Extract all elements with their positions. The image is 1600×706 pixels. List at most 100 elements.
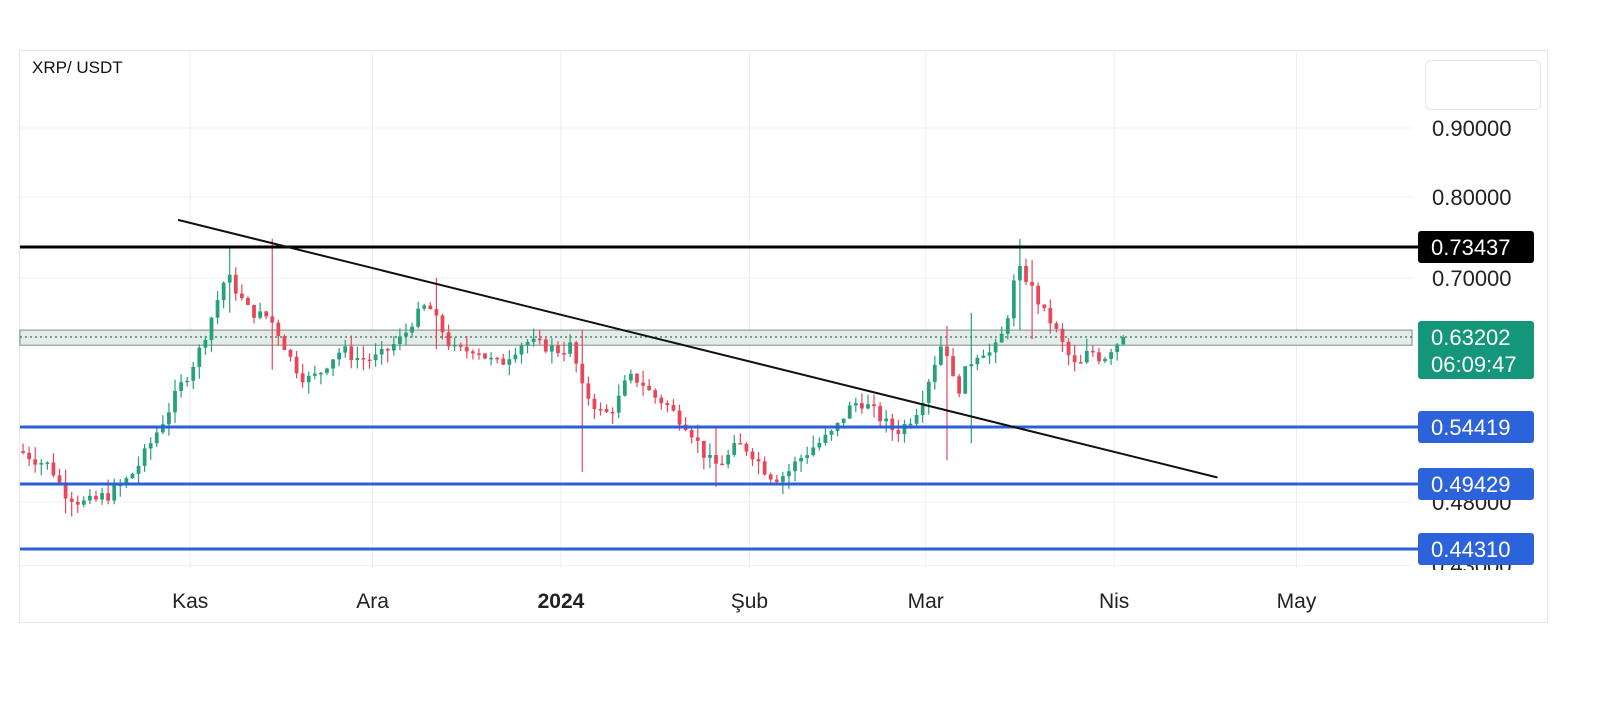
candle-body xyxy=(1011,280,1016,319)
candle-body xyxy=(410,326,414,333)
candle-body xyxy=(811,447,816,456)
candle-body xyxy=(319,372,323,375)
chart-settings-box[interactable] xyxy=(1425,60,1541,110)
candle-body xyxy=(847,405,852,419)
candle-body xyxy=(246,298,250,305)
candle-body xyxy=(817,442,822,448)
candle-body xyxy=(373,354,378,361)
candle-body xyxy=(841,418,846,424)
candle-body xyxy=(112,485,117,501)
candle-body xyxy=(981,355,986,358)
candle-body xyxy=(1084,350,1089,363)
candle-body xyxy=(537,338,542,341)
candle-body xyxy=(999,333,1004,343)
candle-body xyxy=(343,346,348,353)
candle-body xyxy=(945,346,949,357)
candle-body xyxy=(179,382,183,391)
candle-body xyxy=(1121,337,1126,345)
candle-body xyxy=(762,461,767,475)
candle-body xyxy=(866,404,870,409)
candle-body xyxy=(470,351,475,354)
candle-body xyxy=(21,451,25,453)
candle-body xyxy=(616,395,621,413)
x-tick-label: Mar xyxy=(908,590,944,613)
candle-body xyxy=(787,471,791,477)
candle-body xyxy=(622,380,627,396)
candle-body xyxy=(489,357,493,360)
candle-body xyxy=(568,342,572,354)
candle-body xyxy=(434,309,439,316)
candle-body xyxy=(592,398,597,410)
candle-body xyxy=(1090,350,1095,353)
candle-body xyxy=(926,381,931,403)
y-tick-label: 0.70000 xyxy=(1432,266,1512,291)
candle-body xyxy=(416,308,421,327)
candle-body xyxy=(726,454,731,465)
candle-body xyxy=(167,412,171,425)
x-tick-label: 2024 xyxy=(538,590,585,613)
candle-body xyxy=(45,462,50,464)
candle-body xyxy=(148,443,153,449)
candle-body xyxy=(452,344,457,347)
y-tick-label: 0.90000 xyxy=(1432,116,1512,141)
price-tag-green xyxy=(1418,321,1534,379)
candle-body xyxy=(1054,323,1059,329)
candle-body xyxy=(282,336,287,350)
candle-body xyxy=(106,493,111,501)
candle-body xyxy=(1030,282,1034,286)
candle-body xyxy=(252,304,256,318)
candle-body xyxy=(914,415,919,424)
candle-body xyxy=(39,462,44,465)
candle-body xyxy=(1048,308,1053,324)
price-tag-label: 0.49429 xyxy=(1431,472,1511,497)
candle-body xyxy=(355,358,360,361)
candle-body xyxy=(580,363,585,384)
candle-body xyxy=(173,390,177,413)
candle-body xyxy=(987,352,992,356)
candle-body xyxy=(902,424,907,435)
candle-body xyxy=(27,452,32,460)
candle-body xyxy=(367,359,372,362)
candle-body xyxy=(1109,352,1113,359)
candle-body xyxy=(154,432,159,444)
candle-body xyxy=(878,406,883,422)
candle-body xyxy=(75,501,80,505)
candle-body xyxy=(939,346,943,365)
candle-body xyxy=(610,412,615,414)
candle-body xyxy=(562,353,566,355)
candle-body xyxy=(331,359,335,369)
candle-body xyxy=(659,397,664,404)
candle-body xyxy=(1115,344,1120,353)
candle-body xyxy=(793,461,797,472)
price-tag-label: 0.73437 xyxy=(1431,235,1511,260)
candle-body xyxy=(337,352,342,360)
candle-body xyxy=(88,495,92,501)
candle-body xyxy=(635,373,639,383)
candle-body xyxy=(349,346,354,361)
candle-body xyxy=(957,376,962,394)
candle-body xyxy=(750,451,755,460)
candle-body xyxy=(513,354,518,360)
x-tick-label: May xyxy=(1277,590,1317,613)
candle-body xyxy=(604,409,609,413)
x-tick-label: Kas xyxy=(172,590,208,613)
candle-body xyxy=(768,474,773,480)
candle-body xyxy=(853,403,858,406)
trendline xyxy=(177,218,1218,479)
price-tag-blue xyxy=(1418,411,1534,443)
candle-body xyxy=(227,274,232,283)
price-tag-blue xyxy=(1418,468,1534,500)
candle-body xyxy=(629,373,633,381)
candle-body xyxy=(823,434,828,443)
candle-body xyxy=(829,430,834,435)
candle-body xyxy=(641,382,645,386)
candle-body xyxy=(312,373,317,376)
candle-body xyxy=(799,457,803,462)
candle-body xyxy=(805,455,810,458)
candle-body xyxy=(732,443,737,455)
x-tick-label: Nis xyxy=(1099,590,1129,613)
candle-body xyxy=(404,332,408,337)
candle-body xyxy=(215,300,220,318)
candle-body xyxy=(100,493,104,500)
